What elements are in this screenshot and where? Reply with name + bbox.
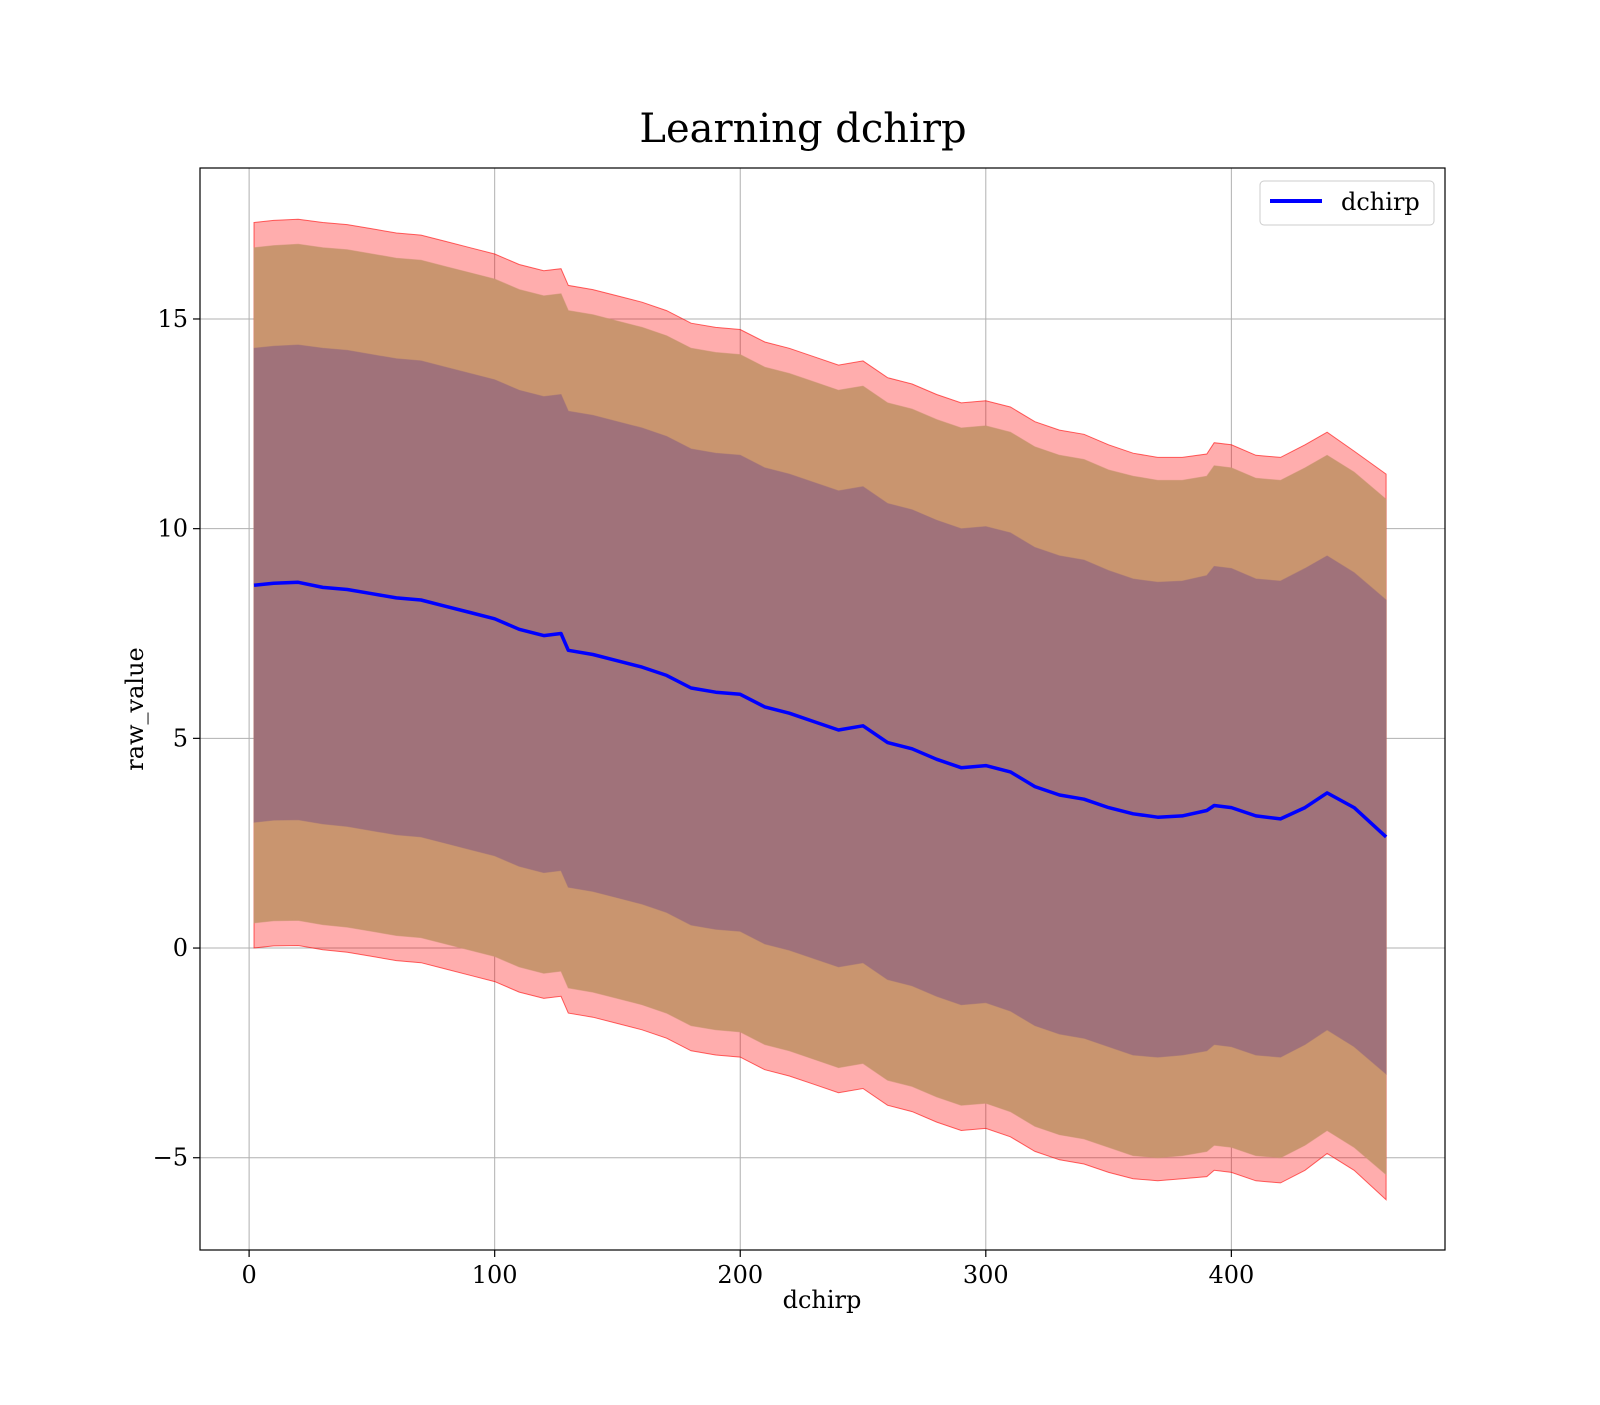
y-tick-label: 15: [157, 305, 188, 333]
inner-band: [253, 344, 1387, 1075]
chart-title: Learning dchirp: [639, 106, 966, 152]
x-tick-label: 400: [1208, 1261, 1254, 1289]
x-tick-label: 200: [717, 1261, 763, 1289]
plot-frame: [199, 167, 1446, 1251]
legend-box: [1259, 180, 1435, 226]
x-axis-label: dchirp: [783, 1286, 862, 1314]
tick-layer: 0 100 200 300 400 −5 0 5 10 15: [153, 305, 1255, 1289]
y-tick-label: 0: [173, 934, 188, 962]
series-line-dchirp: [253, 580, 1388, 839]
x-tick-label: 300: [963, 1261, 1009, 1289]
y-tick-label: −5: [153, 1144, 188, 1172]
line-layer: [253, 580, 1388, 839]
band-layer: [253, 218, 1387, 1201]
legend: dchirp: [1259, 180, 1435, 226]
x-tick-label: 100: [472, 1261, 518, 1289]
y-tick-label: 10: [157, 515, 188, 543]
legend-label: dchirp: [1341, 188, 1420, 216]
x-tick-label: 0: [241, 1261, 256, 1289]
y-axis-label: raw_value: [121, 647, 149, 771]
y-tick-label: 5: [173, 724, 188, 752]
